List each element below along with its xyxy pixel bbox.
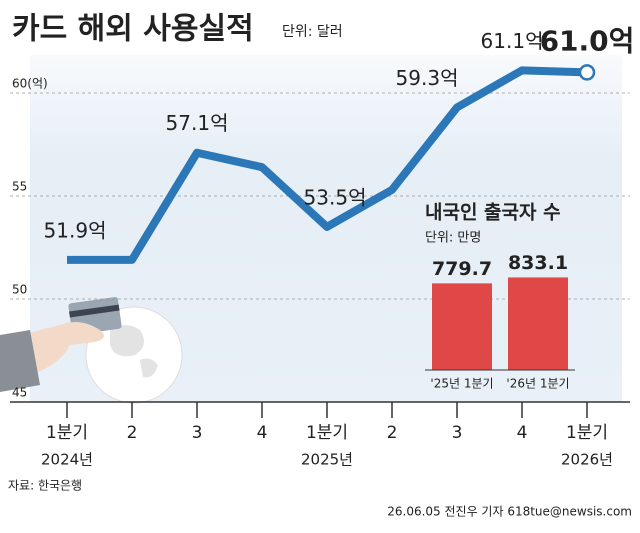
inset-subtitle: 단위: 만명 [425, 231, 481, 246]
value-label: 61.0억 [540, 24, 635, 57]
source: 자료: 한국은행 [8, 478, 82, 493]
x-tick-label: '25년 1분기 [430, 377, 493, 391]
inset-title: 내국인 출국자 수 [425, 202, 561, 224]
value-label: 57.1억 [166, 111, 229, 135]
end-marker [578, 64, 596, 81]
x-tick-label: 2 [127, 423, 138, 443]
bar [432, 283, 492, 370]
value-label: 59.3억 [396, 66, 459, 90]
chart-title: 카드 해외 사용실적 [12, 12, 254, 47]
chart-subtitle: 단위: 달러 [282, 24, 343, 40]
y-tick-label: 45 [12, 386, 27, 400]
x-tick-label: 4 [257, 423, 268, 443]
x-tick-label: 3 [192, 423, 203, 443]
year-label: 2026년 [561, 451, 613, 469]
value-label: 53.5억 [304, 185, 367, 209]
credit: 26.06.05 전진우 기자 618tue@newsis.com [387, 505, 632, 519]
x-tick-label: 2 [387, 423, 398, 443]
illustration [0, 297, 183, 404]
y-tick-label: 55 [12, 180, 27, 194]
value-label: 51.9억 [44, 218, 107, 242]
year-label: 2025년 [301, 451, 353, 469]
value-label: 779.7 [432, 258, 492, 280]
value-label: 61.1억 [481, 29, 544, 53]
x-tick-label: '26년 1분기 [506, 377, 569, 391]
value-label: 833.1 [508, 252, 568, 274]
x-tick-label: 4 [517, 423, 528, 443]
y-tick-label: 50 [12, 283, 27, 297]
y-tick-label: 60(억) [12, 77, 48, 91]
x-tick-label: 1분기 [566, 423, 608, 443]
year-label: 2024년 [41, 451, 93, 469]
x-tick-label: 1분기 [46, 423, 88, 443]
x-tick-label: 3 [452, 423, 463, 443]
line [67, 66, 588, 264]
x-tick-label: 1분기 [306, 423, 348, 443]
bar [508, 277, 568, 370]
